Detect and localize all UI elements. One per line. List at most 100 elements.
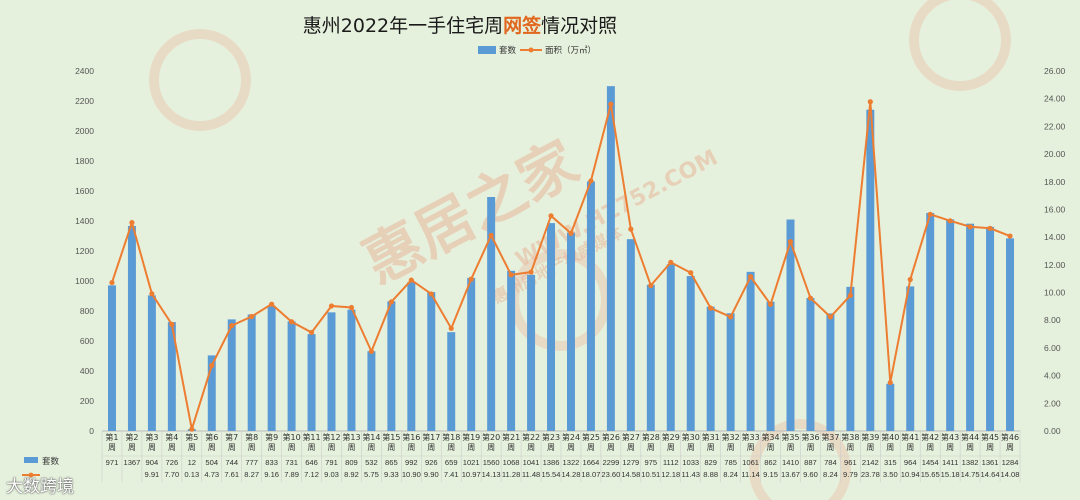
table-bar-value: 964 [904, 458, 917, 467]
watermark-logo-ring [749, 419, 851, 500]
y-right-tick-label: 22.00 [1044, 121, 1066, 131]
table-bar-value: 865 [385, 458, 398, 467]
legend: 套数 面积（万㎡） [478, 45, 596, 56]
line-point [149, 291, 155, 297]
line-point [807, 295, 814, 301]
table-bar-value: 992 [405, 458, 418, 467]
table-bar-value: 785 [724, 458, 737, 467]
category-label-line: 第38 [841, 432, 859, 442]
category-label: 第7 周 [225, 432, 238, 452]
line-series [109, 99, 1013, 432]
table-bar-value: 1112 [663, 458, 679, 467]
line-point [987, 225, 993, 231]
category-label: 第29 周 [662, 432, 680, 452]
line-point [129, 220, 135, 226]
y-left-tick-label: 1800 [75, 156, 94, 166]
line-point [827, 314, 834, 320]
bar [427, 292, 436, 431]
category-label-line: 第7 [225, 432, 238, 442]
table-line-value: 14.75 [961, 470, 980, 479]
table-line-value: 11.14 [741, 470, 759, 479]
bar [327, 312, 336, 431]
table-line-value: 18.07 [581, 470, 600, 479]
category-label-line: 第33 [741, 432, 759, 442]
line-point [747, 274, 754, 280]
table-line-value: 9.79 [843, 470, 858, 479]
table-bar-value: 862 [764, 458, 777, 467]
category-label: 第33 周 [741, 432, 759, 452]
line-point [448, 325, 454, 331]
line-point [1007, 233, 1013, 239]
category-label: 第28 周 [642, 432, 660, 452]
line-point [388, 299, 394, 305]
table-line-value: 11.28 [502, 470, 520, 479]
line-point [728, 314, 734, 320]
category-label: 第30 周 [682, 432, 700, 452]
category-label-line: 第14 [362, 432, 380, 442]
y-left-tick-label: 200 [80, 396, 94, 406]
category-label: 第40 周 [881, 432, 899, 452]
category-label-line: 第15 [382, 432, 400, 442]
category-label-line: 周 [567, 443, 575, 452]
bar [247, 314, 256, 431]
table-line-value: 13.67 [781, 470, 800, 479]
category-label: 第17 周 [422, 432, 440, 452]
table-line-value: 14.28 [561, 470, 580, 479]
line-point [528, 269, 534, 275]
bar [626, 239, 635, 431]
category-label: 第36 周 [801, 432, 819, 452]
legend-bar-swatch [478, 46, 496, 54]
table-bar-value: 1361 [982, 458, 999, 467]
category-label: 第12 周 [322, 432, 340, 452]
category-label-line: 第18 [442, 432, 460, 442]
category-label-line: 周 [886, 443, 894, 452]
category-label-line: 周 [747, 443, 755, 452]
category-label-line: 周 [347, 443, 355, 452]
category-label: 第34 周 [761, 432, 779, 452]
bar [1006, 238, 1015, 431]
line-point [648, 282, 654, 289]
category-label: 第3 周 [145, 432, 158, 452]
y-right-tick-label: 10.00 [1044, 288, 1066, 298]
y-right-tick-label: 14.00 [1044, 232, 1066, 242]
category-label-line: 第30 [682, 432, 700, 442]
category-label-line: 周 [387, 443, 395, 452]
category-label-line: 周 [268, 443, 276, 452]
bar [746, 271, 755, 431]
category-label-line: 第22 [522, 432, 540, 442]
category-label-line: 第12 [322, 432, 340, 442]
table-line-value: 7.89 [284, 470, 299, 479]
category-label-line: 周 [407, 443, 415, 452]
y-right-tick-label: 6.00 [1044, 343, 1061, 353]
table-line-value: 3.50 [883, 470, 898, 479]
table-line-value: 9.15 [763, 470, 778, 479]
y-right-tick-label: 8.00 [1044, 315, 1061, 325]
line-point [907, 276, 913, 283]
category-label-line: 第16 [402, 432, 420, 442]
line-point [887, 379, 893, 386]
table-bar-value: 659 [445, 458, 458, 467]
line-point [109, 279, 115, 286]
category-label: 第25 周 [582, 432, 600, 452]
bar [786, 219, 795, 431]
category-label-line: 周 [926, 443, 934, 452]
chart-title-suffix: 情况对照 [541, 15, 617, 37]
table-line-value: 12.18 [661, 470, 680, 479]
table-bar-value: 1454 [922, 458, 939, 467]
table-bar-value: 726 [166, 458, 179, 467]
table-bar-value: 1061 [742, 458, 759, 467]
category-label: 第38 周 [841, 432, 859, 452]
line-point [308, 329, 315, 336]
bar [706, 306, 715, 431]
line-point [927, 211, 933, 217]
table-line-value: 9.90 [424, 470, 439, 479]
category-label-line: 第34 [761, 432, 779, 442]
category-label-line: 周 [447, 443, 455, 452]
line-point [668, 259, 674, 265]
bar [846, 286, 855, 431]
bar [507, 270, 516, 431]
bar [147, 295, 156, 431]
line-point [269, 301, 275, 307]
bar [946, 219, 955, 431]
